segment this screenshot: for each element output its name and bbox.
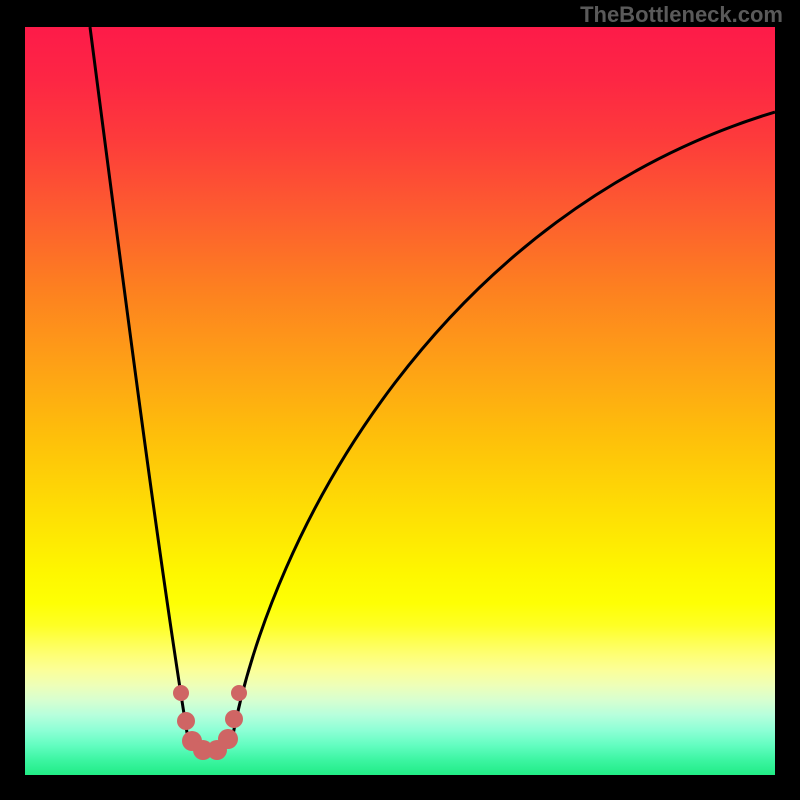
watermark-text: TheBottleneck.com xyxy=(580,2,783,28)
bottleneck-marker xyxy=(225,710,243,728)
gradient-background xyxy=(25,27,775,775)
bottleneck-chart xyxy=(25,27,775,775)
bottleneck-marker xyxy=(218,729,238,749)
chart-frame xyxy=(25,27,775,775)
bottleneck-marker xyxy=(231,685,247,701)
bottleneck-marker xyxy=(173,685,189,701)
bottleneck-marker xyxy=(177,712,195,730)
chart-container: TheBottleneck.com xyxy=(0,0,800,800)
